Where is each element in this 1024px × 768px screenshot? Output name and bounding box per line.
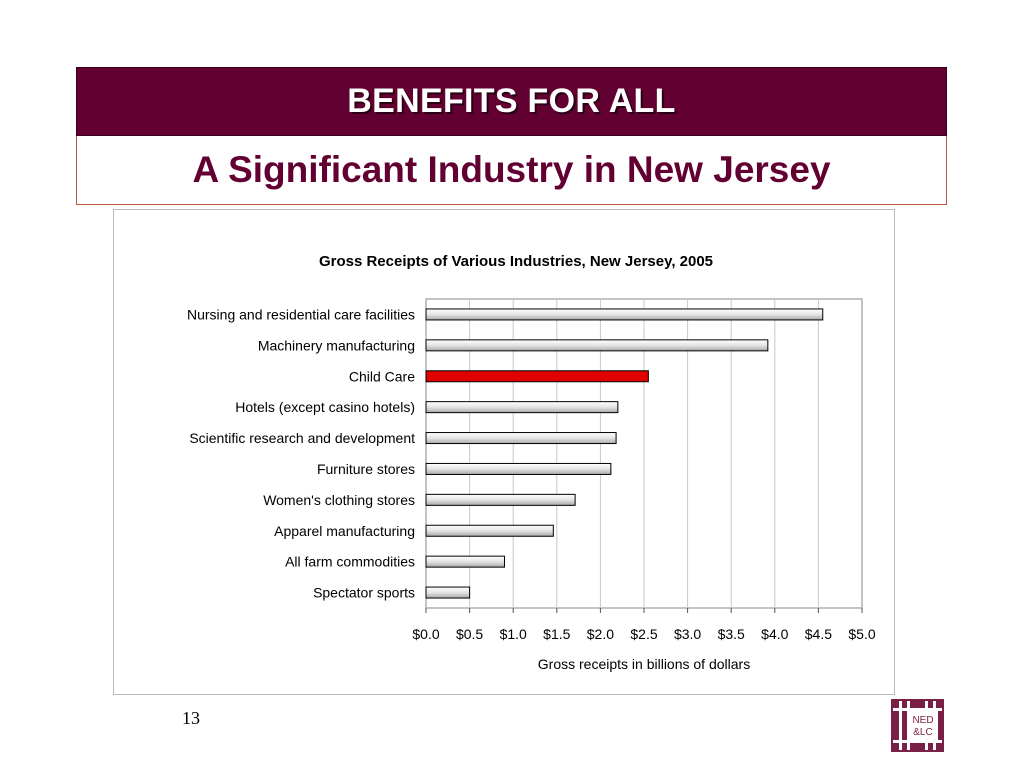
bar-highlight [425,370,649,383]
x-tick-label: $1.5 [543,626,570,642]
x-tick-label: $3.5 [718,626,745,642]
chart-title: Gross Receipts of Various Industries, Ne… [319,253,713,270]
logo-text-top: NED [912,715,933,726]
slide-title: BENEFITS FOR ALL [347,82,676,120]
x-tick-label: $1.0 [500,626,527,642]
category-label: Machinery manufacturing [258,337,415,353]
category-label: All farm commodities [285,554,415,570]
bar [425,493,576,506]
category-label: Spectator sports [313,585,415,601]
chart-frame: Gross Receipts of Various Industries, Ne… [113,209,895,695]
bar [425,339,769,352]
bar [425,432,617,445]
bar-chart: Gross Receipts of Various Industries, Ne… [187,253,876,672]
category-label: Hotels (except casino hotels) [235,399,415,415]
bar [425,586,471,599]
ned-lc-logo-icon: NED &LC [891,699,944,752]
x-tick-label: $4.5 [805,626,832,642]
category-label: Scientific research and development [189,430,415,446]
title-band: BENEFITS FOR ALL [76,67,947,136]
x-tick-label: $3.0 [674,626,701,642]
category-label: Child Care [349,368,415,384]
bar [425,401,619,414]
category-label: Nursing and residential care facilities [187,306,415,322]
bar [425,308,824,321]
bar [425,462,612,475]
bar [425,555,505,568]
x-tick-label: $2.5 [630,626,657,642]
x-tick-label: $2.0 [587,626,614,642]
subtitle-band: A Significant Industry in New Jersey [76,136,947,205]
category-label: Women's clothing stores [263,492,415,508]
x-tick-label: $4.0 [761,626,788,642]
bar [425,524,554,537]
x-tick-label: $0.0 [412,626,439,642]
category-label: Apparel manufacturing [274,523,415,539]
category-label: Furniture stores [317,461,415,477]
x-tick-label: $0.5 [456,626,483,642]
logo-text-bottom: &LC [913,727,932,738]
x-axis-title: Gross receipts in billions of dollars [538,656,750,672]
x-tick-label: $5.0 [848,626,875,642]
page-number: 13 [182,708,200,728]
slide-subtitle: A Significant Industry in New Jersey [192,149,831,190]
